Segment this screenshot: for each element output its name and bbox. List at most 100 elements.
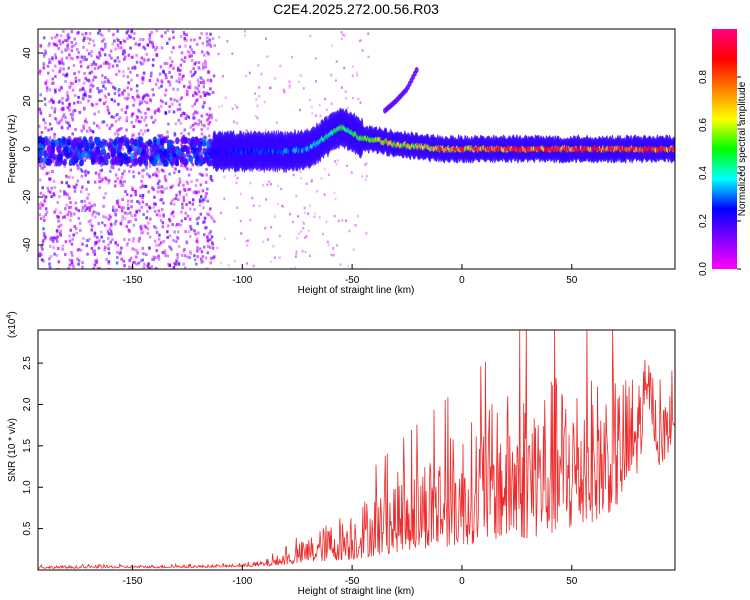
spectrogram-noise-cell [128, 211, 132, 215]
spectrogram-noise-cell [206, 43, 209, 47]
spectrogram-noise-cell [210, 178, 214, 182]
spectrogram-noise-cell [86, 252, 89, 256]
spectrogram-noise-cell [117, 46, 120, 50]
spectrogram-noise-cell [88, 71, 92, 75]
spectrogram-noise-cell [146, 210, 149, 214]
spectrogram-noise-cell [104, 245, 107, 249]
spectrogram-noise-cell [212, 74, 216, 78]
spectrogram-noise-cell [126, 96, 130, 100]
spectrogram-noise-cell [348, 229, 351, 233]
spectrogram-noise-cell [72, 109, 75, 113]
spectrogram-noise-cell [43, 52, 46, 56]
spectrogram-noise-cell [106, 236, 110, 240]
spectrogram-noise-cell [98, 267, 102, 269]
spectrogram-noise-cell [185, 203, 188, 207]
spectrogram-band-cell [107, 142, 112, 150]
spectrogram-band-cell [89, 143, 94, 151]
spectrogram-noise-cell [132, 237, 135, 241]
spectrogram-noise-cell [220, 261, 223, 265]
spectrogram-noise-cell [197, 190, 200, 194]
spectrogram-noise-cell [77, 70, 81, 74]
spectrogram-noise-cell [204, 65, 208, 69]
spectrogram-noise-cell [263, 100, 266, 104]
spectrogram-noise-cell [72, 185, 76, 189]
spectrogram-noise-cell [243, 131, 246, 135]
spectrogram-noise-cell [199, 120, 203, 124]
spectrogram-noise-cell [194, 92, 198, 96]
spectrogram-noise-cell [148, 174, 151, 178]
spectrogram-noise-cell [202, 64, 205, 68]
spectrogram-noise-cell [201, 220, 205, 224]
snr-y-axis-label: SNR (10 * v/v) [7, 418, 18, 482]
spectrogram-noise-cell [125, 119, 129, 123]
spectrogram-noise-cell [330, 44, 333, 47]
spectrogram-noise-cell [90, 54, 93, 58]
spectrogram-noise-cell [70, 45, 74, 49]
spectrogram-noise-cell [76, 163, 79, 167]
spectrogram-band-cell [127, 145, 132, 153]
spectrogram-noise-cell [77, 216, 80, 220]
spectrogram-noise-cell [93, 249, 97, 253]
spectrogram-noise-cell [197, 118, 201, 122]
spectrogram-noise-cell [122, 70, 125, 74]
spectrogram-noise-cell [48, 177, 52, 181]
spectrogram-noise-cell [47, 189, 50, 193]
spectrogram-noise-cell [168, 234, 172, 238]
spectrogram-noise-cell [59, 211, 62, 215]
spectrogram-noise-cell [193, 116, 197, 120]
spectrogram-noise-cell [65, 181, 68, 185]
spectrogram-noise-cell [267, 180, 270, 183]
spectrogram-noise-cell [66, 94, 69, 98]
spectrogram-noise-cell [157, 237, 161, 241]
spectrogram-noise-cell [192, 67, 195, 71]
spectrogram-noise-cell [54, 56, 58, 60]
spectrogram-noise-cell [295, 194, 298, 198]
spectrogram-noise-cell [64, 80, 67, 84]
spectrogram-noise-cell [80, 87, 84, 91]
spectrogram-noise-cell [173, 131, 177, 135]
spectrogram-noise-cell [98, 51, 101, 55]
snr-panel: -150 -100 -50 0 50 0.51.01.52.02.5 Height of… [6, 311, 676, 597]
spectrogram-noise-cell [203, 198, 207, 202]
spectrogram-noise-cell [160, 79, 163, 83]
spectrogram-noise-cell [85, 244, 89, 248]
spectrogram-noise-cell [189, 250, 192, 254]
spectrogram-noise-cell [163, 251, 167, 255]
spectrogram-noise-cell [82, 97, 85, 101]
spectrogram-noise-cell [158, 213, 162, 217]
spectrogram-noise-cell [186, 255, 189, 259]
spectrogram-noise-cell [257, 169, 260, 172]
spectrogram-noise-cell [239, 219, 242, 223]
spectrogram-noise-cell [46, 64, 50, 68]
spectrogram-noise-cell [111, 205, 115, 209]
spectrogram-noise-cell [65, 203, 68, 207]
spectrogram-noise-cell [103, 223, 107, 227]
spectrogram-noise-cell [47, 71, 50, 75]
spectrogram-noise-cell [44, 51, 48, 55]
spectrogram-noise-cell [168, 81, 171, 85]
spectrogram-noise-cell [166, 236, 169, 240]
spectrogram-noise-cell [57, 215, 60, 219]
spectrogram-noise-cell [246, 262, 249, 265]
spectrogram-noise-cell [73, 93, 77, 97]
spectrogram-noise-cell [84, 76, 88, 80]
spectrogram-noise-cell [107, 92, 111, 96]
spectrogram-noise-cell [125, 225, 129, 229]
spectrogram-noise-cell [116, 132, 120, 136]
spectrogram-noise-cell [272, 244, 275, 248]
spectrogram-noise-cell [91, 211, 95, 215]
spectrogram-noise-cell [121, 180, 124, 184]
snr-multiplier-exponent: 4 [6, 315, 13, 319]
spectrogram-noise-cell [147, 246, 151, 250]
spectrogram-noise-cell [345, 219, 348, 222]
spectrogram-noise-cell [172, 202, 176, 206]
spectrogram-noise-cell [46, 186, 50, 190]
spectrogram-noise-cell [153, 195, 156, 199]
spectrogram-noise-cell [48, 262, 51, 266]
spectrogram-noise-cell [139, 37, 142, 41]
spectrogram-noise-cell [201, 189, 205, 193]
spectrogram-noise-cell [38, 124, 41, 128]
spectrogram-noise-cell [157, 107, 160, 111]
spectrogram-noise-cell [123, 134, 127, 138]
spectrogram-noise-cell [184, 230, 187, 234]
